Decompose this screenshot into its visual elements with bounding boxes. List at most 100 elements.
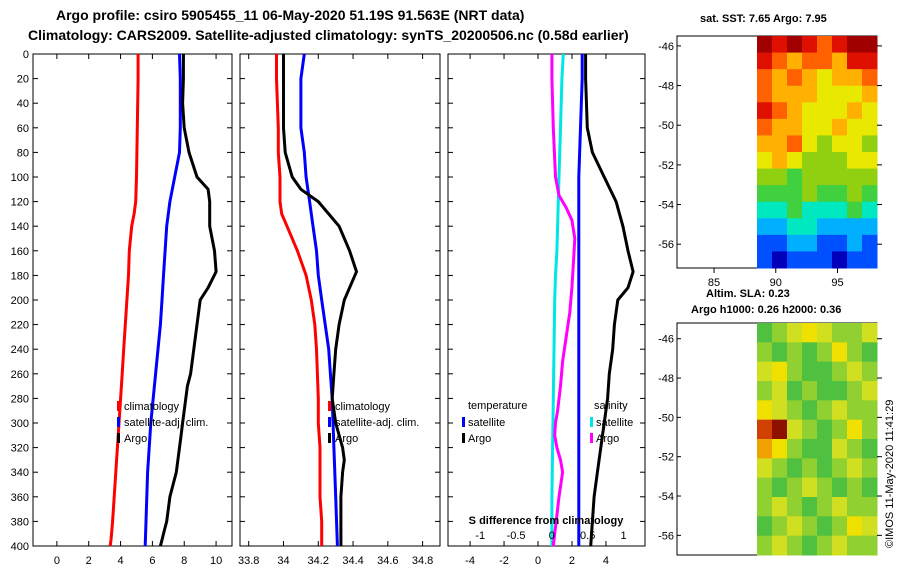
- heatmap-cell: [847, 168, 863, 186]
- heatmap-cell: [802, 323, 818, 343]
- temperature-profile-frame: [32, 53, 233, 547]
- secondary-axis-title: S difference from climatology: [469, 515, 625, 527]
- heatmap-cell: [862, 458, 878, 479]
- legend-label: Argo: [124, 433, 147, 445]
- depth-tick-label: 400: [11, 541, 29, 553]
- heatmap-cell: [862, 497, 878, 517]
- x-tick-label: 0: [535, 555, 541, 567]
- heatmap-cell: [862, 218, 878, 236]
- heatmap-cell: [862, 168, 878, 186]
- lat-tick-label: -46: [658, 41, 674, 53]
- legend-swatch: [117, 417, 120, 427]
- depth-tick-label: 200: [11, 295, 29, 307]
- sla-map-title: Altim. SLA: 0.23: [706, 288, 790, 300]
- heatmap-cell: [862, 535, 878, 556]
- heatmap-cell: [847, 251, 863, 269]
- x-tick-label: -4: [465, 555, 475, 567]
- heatmap-cell: [817, 381, 833, 401]
- heatmap-cell: [802, 361, 818, 382]
- heatmap-cell: [817, 342, 833, 363]
- heatmap-cell: [862, 477, 878, 498]
- heatmap-cell: [757, 458, 773, 479]
- heatmap-cell: [832, 323, 848, 343]
- heatmap-cell: [832, 85, 848, 103]
- depth-tick-label: 320: [11, 443, 29, 455]
- heatmap-cell: [802, 497, 818, 517]
- heatmap-cell: [787, 251, 803, 269]
- heatmap-cell: [757, 85, 773, 103]
- heatmap-cell: [772, 400, 788, 421]
- sla-map-subtitle: Argo h1000: 0.26 h2000: 0.36: [691, 304, 841, 316]
- heatmap-cell: [787, 439, 803, 459]
- heatmap-cell: [847, 135, 863, 153]
- heatmap-cell: [847, 152, 863, 170]
- heatmap-cell: [757, 201, 773, 219]
- heatmap-cell: [817, 323, 833, 343]
- heatmap-cell: [772, 497, 788, 517]
- heatmap-cell: [802, 201, 818, 219]
- heatmap-cell: [787, 342, 803, 363]
- heatmap-cell: [832, 36, 848, 54]
- heatmap-cell: [787, 458, 803, 479]
- heatmap-cell: [817, 516, 833, 537]
- heatmap-cell: [802, 69, 818, 87]
- heatmap-cell: [847, 361, 863, 382]
- heatmap-cell: [847, 52, 863, 70]
- heatmap-cell: [817, 400, 833, 421]
- heatmap-cell: [787, 152, 803, 170]
- secondary-tick-label: 0: [549, 530, 555, 542]
- heatmap-cell: [787, 218, 803, 236]
- depth-tick-label: 20: [17, 74, 29, 86]
- heatmap-cell: [847, 419, 863, 440]
- legend-swatch: [328, 417, 331, 427]
- x-tick-label: -2: [499, 555, 509, 567]
- series-line-temperature-satellite: [577, 54, 584, 546]
- heatmap-cell: [817, 419, 833, 440]
- heatmap-cell: [817, 477, 833, 498]
- heatmap-cell: [772, 135, 788, 153]
- heatmap-cell: [847, 516, 863, 537]
- heatmap-cell: [757, 218, 773, 236]
- heatmap-cell: [862, 52, 878, 70]
- heatmap-cell: [817, 85, 833, 103]
- heatmap-cell: [757, 251, 773, 269]
- heatmap-cell: [832, 152, 848, 170]
- heatmap-cell: [802, 234, 818, 252]
- heatmap-cell: [847, 85, 863, 103]
- lat-tick-label: -52: [658, 160, 674, 172]
- heatmap-cell: [772, 477, 788, 498]
- x-tick-label: 34.2: [308, 555, 329, 567]
- heatmap-cell: [757, 52, 773, 70]
- heatmap-cell: [847, 234, 863, 252]
- heatmap-cell: [847, 118, 863, 136]
- series-line-satellite-adj-clim-: [143, 53, 182, 547]
- temperature-profile-panel: 0204060801001201401601802002202402602803…: [11, 49, 233, 567]
- heatmap-cell: [802, 342, 818, 363]
- lat-tick-label: -56: [658, 530, 674, 542]
- difference-legend: temperature salinity satellite Argo satellit…: [462, 400, 633, 542]
- series-line-salinity-argo: [550, 54, 577, 547]
- heatmap-cell: [817, 118, 833, 136]
- heatmap-cell: [772, 516, 788, 537]
- heatmap-cell: [862, 69, 878, 87]
- heatmap-cell: [802, 535, 818, 556]
- lat-tick-label: -54: [658, 200, 674, 212]
- heatmap-cell: [832, 118, 848, 136]
- legend-swatch: [117, 433, 120, 443]
- heatmap-cell: [772, 361, 788, 382]
- heatmap-cell: [802, 218, 818, 236]
- heatmap-cell: [832, 535, 848, 556]
- heatmap-cell: [862, 185, 878, 203]
- heatmap-cell: [862, 118, 878, 136]
- difference-from-climatology-frame: [447, 53, 646, 547]
- depth-tick-label: 60: [17, 123, 29, 135]
- heatmap-cell: [772, 69, 788, 87]
- series-line-climatology: [108, 54, 140, 547]
- legend-label: Argo: [468, 433, 491, 445]
- heatmap-cell: [832, 497, 848, 517]
- legend-swatch: [328, 401, 331, 411]
- heatmap-cell: [757, 69, 773, 87]
- heatmap-cell: [772, 381, 788, 401]
- salinity-profile-panel: 33.8 34 34.2 34.4 34.6 34.8: [238, 53, 441, 567]
- lon-tick-label: 95: [831, 277, 843, 289]
